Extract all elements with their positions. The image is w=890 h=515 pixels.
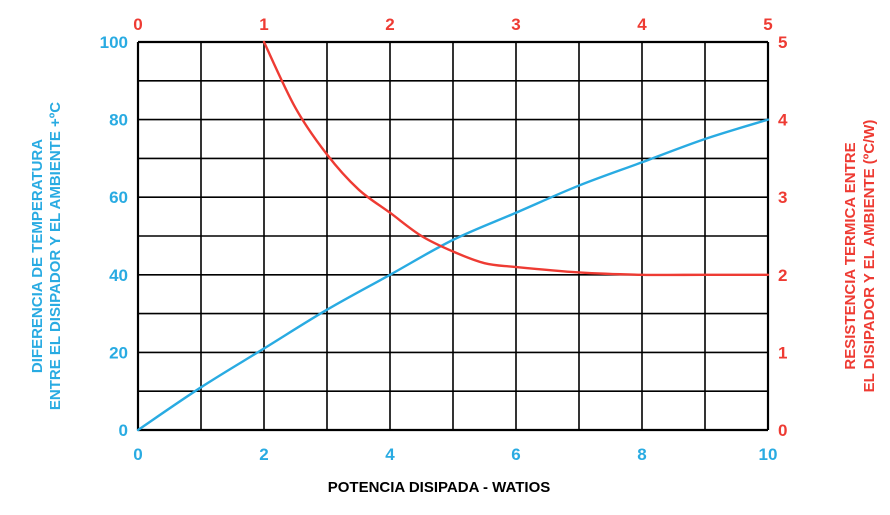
y-left-tick-label: 60 [109, 188, 128, 207]
x-bottom-tick-label: 0 [133, 445, 142, 464]
y-left-tick-label: 20 [109, 343, 128, 362]
x-top-tick-label: 4 [637, 15, 647, 34]
y-right-tick-label: 1 [778, 343, 787, 362]
x-top-tick-label: 0 [133, 15, 142, 34]
y-right-tick-label: 3 [778, 188, 787, 207]
x-bottom-tick-label: 6 [511, 445, 520, 464]
y-left-tick-label: 100 [100, 33, 128, 52]
x-top-tick-label: 3 [511, 15, 520, 34]
y-right-tick-label: 0 [778, 421, 787, 440]
x-axis-title: POTENCIA DISIPADA - WATIOS [328, 479, 551, 496]
y-left-title-line2: ENTRE EL DISIPADOR Y EL AMBIENTE +ºC [47, 102, 64, 410]
x-bottom-tick-label: 2 [259, 445, 268, 464]
y-right-title-line2: EL DISIPADOR Y EL AMBIENTE (ºC/W) [861, 120, 878, 393]
x-top-tick-label: 2 [385, 15, 394, 34]
y-left-tick-label: 0 [119, 421, 128, 440]
x-top-tick-label: 1 [259, 15, 268, 34]
series-lines [136, 40, 770, 432]
y-right-title-line1: RESISTENCIA TERMICA ENTRE [842, 142, 859, 369]
grid [136, 40, 770, 432]
y-left-tick-label: 80 [109, 111, 128, 130]
x-top-tick-label: 5 [763, 15, 772, 34]
x-bottom-tick-label: 8 [637, 445, 646, 464]
x-bottom-tick-label: 10 [759, 445, 778, 464]
y-left-tick-label: 40 [109, 266, 128, 285]
y-right-tick-label: 5 [778, 33, 787, 52]
y-right-tick-label: 4 [778, 111, 788, 130]
thermal-resistance-line [262, 40, 770, 277]
y-left-title-line1: DIFERENCIA DE TEMPERATURA [29, 139, 46, 373]
temperature-difference-line [136, 118, 770, 432]
y-right-tick-label: 2 [778, 266, 787, 285]
x-bottom-tick-label: 4 [385, 445, 395, 464]
